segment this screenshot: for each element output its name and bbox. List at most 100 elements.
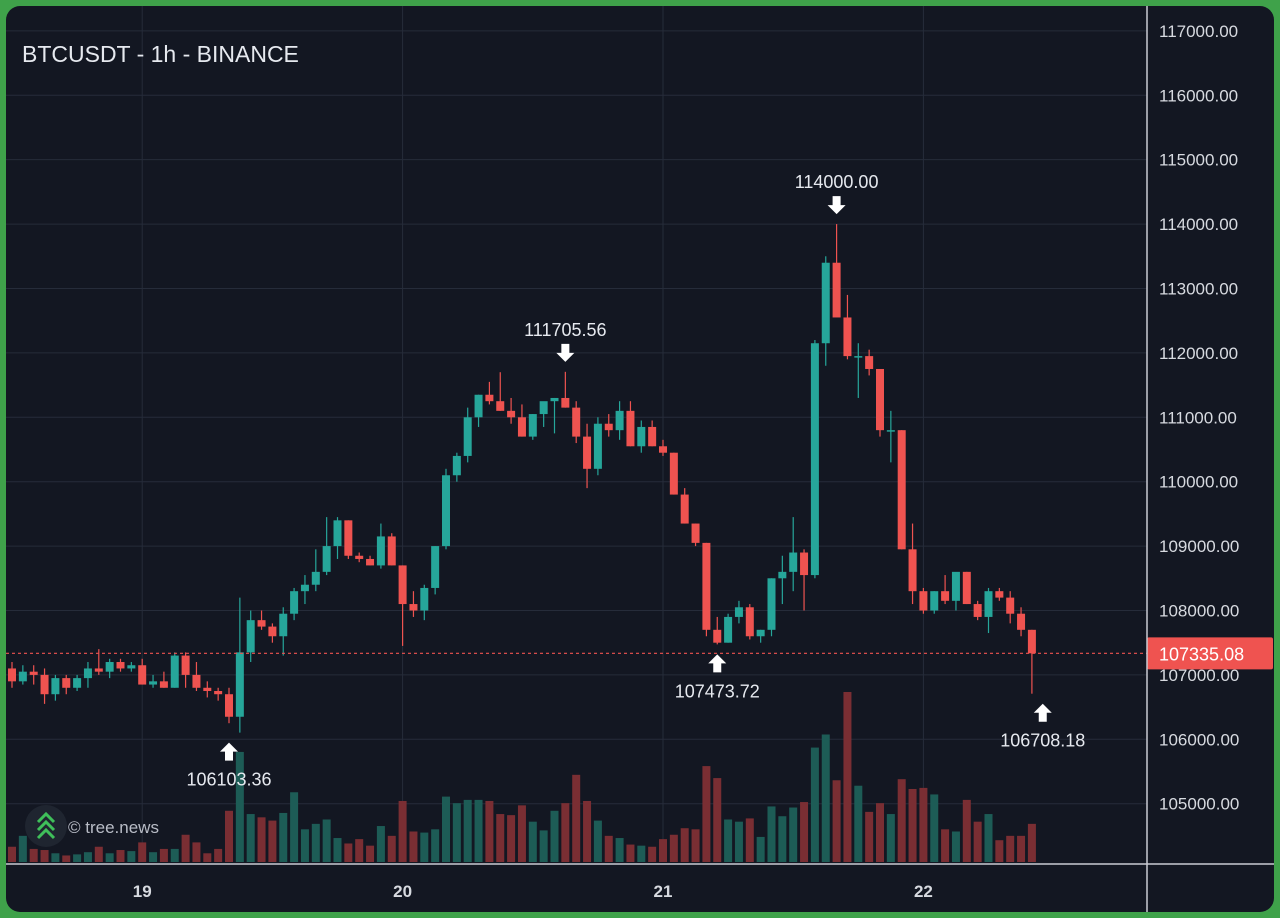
candle-body (442, 475, 450, 547)
candle[interactable] (83, 662, 92, 688)
candlestick-chart[interactable]: 107335.08 106103.36 111705.56 107473.72 114… (6, 6, 1274, 912)
candle[interactable] (626, 401, 635, 447)
candle[interactable] (550, 397, 559, 434)
candle[interactable] (51, 674, 60, 701)
candle[interactable] (257, 610, 266, 630)
candle[interactable] (843, 294, 852, 360)
candle[interactable] (984, 587, 993, 634)
candle[interactable] (246, 610, 255, 663)
candle[interactable] (442, 468, 450, 550)
candle[interactable] (507, 397, 516, 424)
candle[interactable] (181, 652, 190, 688)
candle[interactable] (865, 349, 874, 376)
candle[interactable] (398, 565, 407, 646)
candle[interactable] (734, 600, 743, 624)
candle[interactable] (767, 578, 776, 637)
candle[interactable] (593, 417, 602, 476)
candle-body (159, 681, 168, 688)
candle[interactable] (886, 410, 895, 463)
candle[interactable] (18, 665, 27, 685)
candle[interactable] (832, 224, 841, 318)
candle-body (290, 591, 299, 614)
candle[interactable] (214, 687, 223, 701)
candle[interactable] (876, 368, 884, 437)
candle[interactable] (474, 394, 483, 427)
candle[interactable] (300, 575, 309, 605)
candle[interactable] (225, 687, 233, 724)
candle[interactable] (485, 381, 494, 405)
candle[interactable] (138, 658, 147, 685)
candle[interactable] (821, 256, 830, 366)
candle[interactable] (691, 523, 700, 547)
candle[interactable] (170, 652, 179, 688)
candle[interactable] (333, 517, 342, 559)
candle[interactable] (192, 662, 201, 691)
candle[interactable] (235, 597, 244, 733)
candle[interactable] (962, 571, 971, 605)
candle[interactable] (322, 517, 331, 576)
candle[interactable] (387, 533, 396, 566)
volume-bar (159, 848, 168, 862)
candle[interactable] (376, 523, 385, 569)
candle[interactable] (930, 591, 939, 614)
candle[interactable] (854, 343, 863, 398)
candle[interactable] (951, 571, 960, 611)
candles[interactable] (8, 224, 1036, 733)
candle[interactable] (669, 452, 678, 495)
candle[interactable] (452, 452, 461, 482)
candle[interactable] (268, 623, 277, 643)
candle[interactable] (290, 587, 299, 621)
candle[interactable] (40, 668, 49, 704)
candle[interactable] (62, 674, 71, 695)
candle[interactable] (517, 404, 526, 437)
candle[interactable] (431, 546, 440, 595)
candle[interactable] (1027, 629, 1036, 694)
candle[interactable] (810, 340, 819, 579)
candle[interactable] (724, 613, 733, 643)
candle[interactable] (149, 674, 158, 688)
candle[interactable] (279, 607, 288, 656)
candle[interactable] (116, 658, 125, 672)
candle[interactable] (344, 520, 353, 559)
candle[interactable] (756, 629, 765, 643)
candle[interactable] (463, 407, 472, 463)
candle[interactable] (105, 658, 114, 679)
candle[interactable] (680, 488, 689, 524)
candle[interactable] (604, 414, 613, 437)
candle[interactable] (311, 549, 320, 592)
candle[interactable] (919, 587, 928, 614)
candle[interactable] (355, 552, 364, 563)
candle[interactable] (800, 549, 809, 611)
candle[interactable] (778, 555, 787, 605)
candle[interactable] (1017, 607, 1026, 637)
candle[interactable] (572, 401, 581, 444)
candle[interactable] (659, 439, 667, 456)
candle[interactable] (583, 423, 592, 489)
candle[interactable] (713, 616, 722, 645)
candle[interactable] (127, 662, 136, 672)
candle[interactable] (908, 523, 917, 605)
candle[interactable] (29, 665, 38, 685)
candle[interactable] (159, 671, 168, 688)
candle[interactable] (73, 674, 82, 691)
candle[interactable] (745, 604, 754, 640)
candle[interactable] (973, 600, 982, 621)
candle[interactable] (409, 591, 418, 617)
candle[interactable] (496, 372, 505, 411)
candle[interactable] (420, 584, 429, 621)
candle[interactable] (648, 420, 657, 447)
candle[interactable] (702, 542, 711, 637)
candle[interactable] (789, 517, 798, 592)
candle[interactable] (539, 401, 548, 427)
candle[interactable] (203, 681, 212, 698)
candle[interactable] (897, 430, 906, 550)
candle[interactable] (941, 575, 950, 605)
candle[interactable] (8, 662, 16, 688)
candle[interactable] (366, 555, 375, 566)
candle[interactable] (995, 587, 1004, 601)
candle[interactable] (637, 420, 646, 453)
candle[interactable] (528, 414, 537, 440)
candle[interactable] (561, 371, 570, 408)
candle[interactable] (615, 401, 624, 440)
candle[interactable] (1006, 591, 1015, 624)
